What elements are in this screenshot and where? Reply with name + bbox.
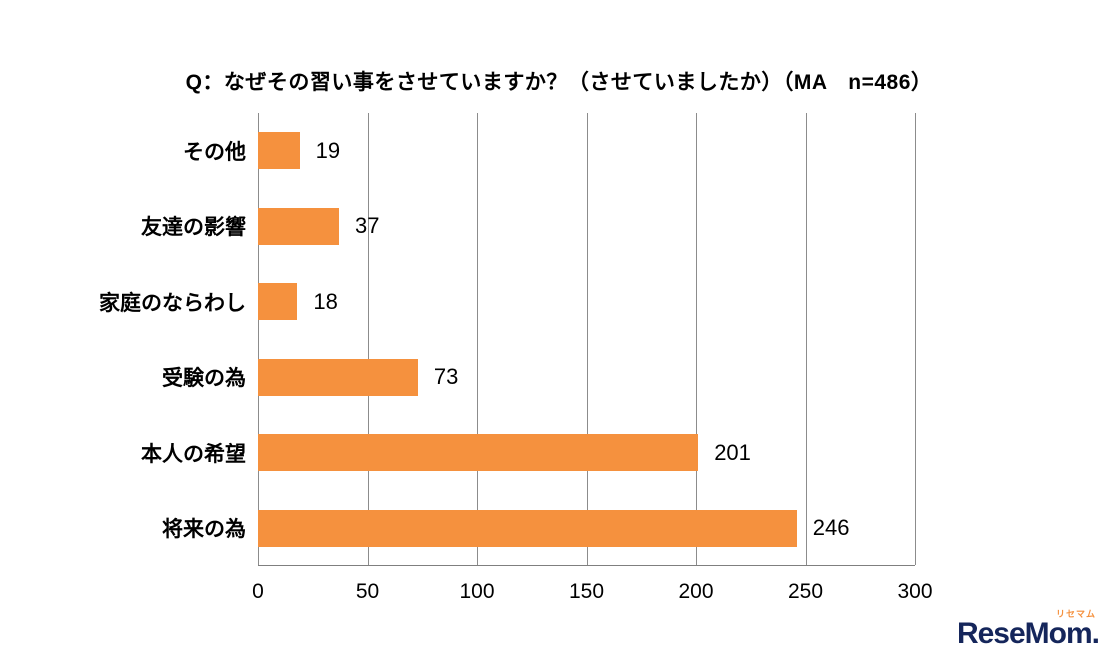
x-tick-label-150: 150 <box>568 580 605 603</box>
category-label-0: その他 <box>183 140 246 164</box>
value-label-5: 246 <box>812 515 850 541</box>
x-tick-label-50: 50 <box>355 580 380 603</box>
category-label-5: 将来の為 <box>162 518 246 542</box>
bar-1 <box>258 207 340 245</box>
category-label-2: 家庭のならわし <box>99 291 246 315</box>
gridline-x-100 <box>477 113 478 565</box>
resemom-logo: リセマム ReseMom. <box>956 610 1100 650</box>
x-tick-label-200: 200 <box>678 580 714 603</box>
x-tick-label-0: 0 <box>252 580 264 603</box>
resemom-logo-dot: . <box>1091 617 1100 650</box>
bar-0 <box>258 132 300 170</box>
resemom-logo-text: ReseMom <box>956 617 1093 650</box>
resemom-logo-subtext: リセマム <box>1055 609 1096 619</box>
bar-3 <box>258 358 418 396</box>
chart-title: Q：なぜその習い事をさせていますか？（させていましたか）（MA n=486） <box>185 71 933 94</box>
x-tick-label-300: 300 <box>897 580 933 603</box>
x-tick-label-100: 100 <box>459 580 495 603</box>
x-tick-label-250: 250 <box>787 580 824 603</box>
bar-2 <box>258 283 298 321</box>
gridline-x-50 <box>367 113 369 565</box>
category-label-4: 本人の希望 <box>141 442 246 466</box>
gridline-x-300 <box>915 113 916 565</box>
category-label-1: 友達の影響 <box>141 216 246 240</box>
value-label-2: 18 <box>313 288 338 314</box>
gridline-x-0 <box>258 113 259 565</box>
value-label-0: 19 <box>315 137 341 163</box>
value-label-3: 73 <box>433 364 459 390</box>
value-label-4: 201 <box>714 439 751 465</box>
plot-area: 19 37 18 73 201 246 <box>258 113 916 566</box>
gridline-x-250 <box>805 113 807 565</box>
value-label-1: 37 <box>355 213 380 239</box>
bar-4 <box>258 434 699 472</box>
gridline-x-200 <box>696 113 697 565</box>
category-label-3: 受験の為 <box>162 367 246 391</box>
bar-5 <box>258 509 797 547</box>
gridline-x-150 <box>586 113 588 565</box>
